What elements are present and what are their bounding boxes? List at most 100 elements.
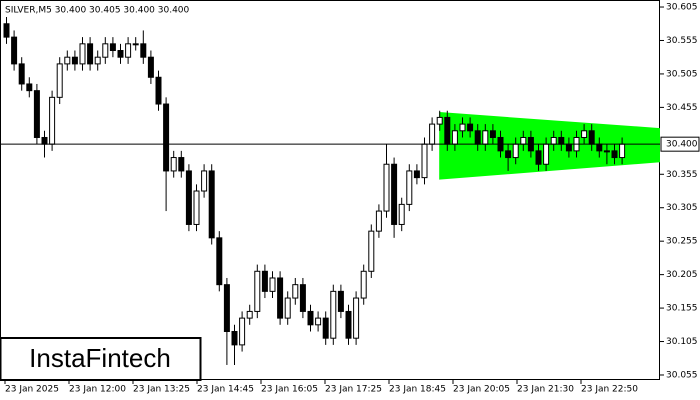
candle-body — [451, 130, 458, 145]
candle-body — [596, 143, 603, 152]
y-tick-label: 30.255 — [666, 237, 698, 247]
triangle-pattern — [439, 112, 660, 180]
candle-body — [520, 136, 527, 145]
candle-body — [345, 310, 352, 339]
x-tick-label: 23 Jan 2025 — [5, 385, 59, 395]
candle-body — [231, 330, 238, 346]
candle-body — [467, 123, 474, 132]
chart-title: SILVER,M5 30.400 30.405 30.400 30.400 — [5, 6, 190, 16]
candle-body — [79, 43, 86, 65]
y-tick-label: 30.555 — [666, 36, 698, 46]
candle-body — [163, 103, 170, 172]
candle-body — [368, 230, 375, 272]
candle-body — [185, 170, 192, 225]
candle-body — [102, 43, 109, 58]
candle-body — [125, 43, 132, 58]
candle-body — [307, 310, 314, 326]
y-tick-label: 30.055 — [666, 370, 698, 380]
candle-body — [565, 143, 572, 152]
candle-body — [421, 143, 428, 179]
candle-body — [201, 170, 208, 192]
plot-frame — [0, 0, 660, 380]
candle-body — [155, 76, 162, 105]
y-tick-label: 30.355 — [666, 170, 698, 180]
candle-body — [603, 150, 610, 153]
x-tick-label: 23 Jan 20:05 — [453, 385, 510, 395]
candle-body — [611, 150, 618, 159]
candle-body — [3, 23, 10, 38]
candle-body — [216, 237, 223, 286]
candle-body — [353, 297, 360, 339]
candle-body — [543, 143, 550, 165]
candle-body — [178, 157, 185, 172]
candle-body — [284, 297, 291, 319]
candle-body — [87, 43, 94, 65]
y-tick-label: 30.105 — [666, 337, 698, 347]
candle-body — [413, 170, 420, 179]
candle-body — [444, 116, 451, 145]
candle-body — [375, 210, 382, 232]
candle-body — [269, 277, 276, 292]
x-tick-label: 23 Jan 13:25 — [133, 385, 190, 395]
candle-body — [239, 317, 246, 346]
candle-body — [619, 143, 626, 159]
candle-body — [581, 130, 588, 138]
price-label-box — [660, 136, 700, 152]
y-tick-label: 30.305 — [666, 203, 698, 213]
candle-body — [383, 163, 390, 212]
candle-body — [505, 150, 512, 159]
candle-body — [459, 123, 466, 132]
candle-body — [193, 190, 200, 225]
y-tick-label: 30.505 — [666, 69, 698, 79]
candle-body — [398, 203, 405, 225]
y-tick-label: 30.605 — [666, 3, 698, 13]
y-tick-label: 30.455 — [666, 103, 698, 113]
candle-body — [71, 56, 78, 65]
candle-body — [147, 56, 154, 78]
candle-body — [277, 277, 284, 319]
candle-body — [109, 43, 116, 52]
candle-body — [41, 136, 48, 145]
candle-body — [337, 290, 344, 312]
candle-body — [18, 63, 25, 85]
candle-body — [436, 116, 443, 125]
candle-body — [330, 290, 337, 339]
y-tick-label: 30.155 — [666, 304, 698, 314]
candle-body — [315, 317, 322, 326]
candle-body — [489, 130, 496, 138]
logo-box — [0, 337, 202, 381]
candle-body — [406, 170, 413, 205]
candle-body — [261, 270, 268, 292]
candle-body — [254, 270, 261, 312]
candle-body — [49, 96, 56, 145]
candle-body — [429, 123, 436, 145]
x-tick-label: 23 Jan 18:45 — [389, 385, 446, 395]
x-tick-label: 23 Jan 17:25 — [325, 385, 382, 395]
price-label: 30.400 — [666, 140, 698, 150]
candle-body — [391, 163, 398, 225]
x-tick-label: 23 Jan 16:05 — [261, 385, 318, 395]
x-tick-label: 23 Jan 21:30 — [517, 385, 574, 395]
x-tick-label: 23 Jan 14:45 — [197, 385, 254, 395]
candle-body — [33, 90, 40, 138]
candle-body — [117, 50, 124, 58]
candle-body — [512, 143, 519, 159]
candle-body — [64, 56, 71, 65]
x-tick-label: 23 Jan 12:00 — [69, 385, 126, 395]
candle-body — [292, 284, 299, 299]
logo: InstaFintech — [29, 343, 171, 373]
candle-body — [360, 270, 367, 299]
candle-body — [11, 36, 18, 65]
candle-body — [474, 130, 481, 145]
candle-body — [223, 284, 230, 332]
candle-body — [132, 43, 139, 46]
candle-body — [26, 83, 33, 92]
candle-body — [482, 130, 489, 145]
candle-body — [140, 43, 147, 58]
candle-body — [588, 130, 595, 145]
candle-body — [56, 63, 63, 98]
y-tick-label: 30.205 — [666, 270, 698, 280]
candle-body — [170, 157, 177, 172]
x-tick-label: 23 Jan 22:50 — [581, 385, 638, 395]
candle-body — [299, 284, 306, 312]
